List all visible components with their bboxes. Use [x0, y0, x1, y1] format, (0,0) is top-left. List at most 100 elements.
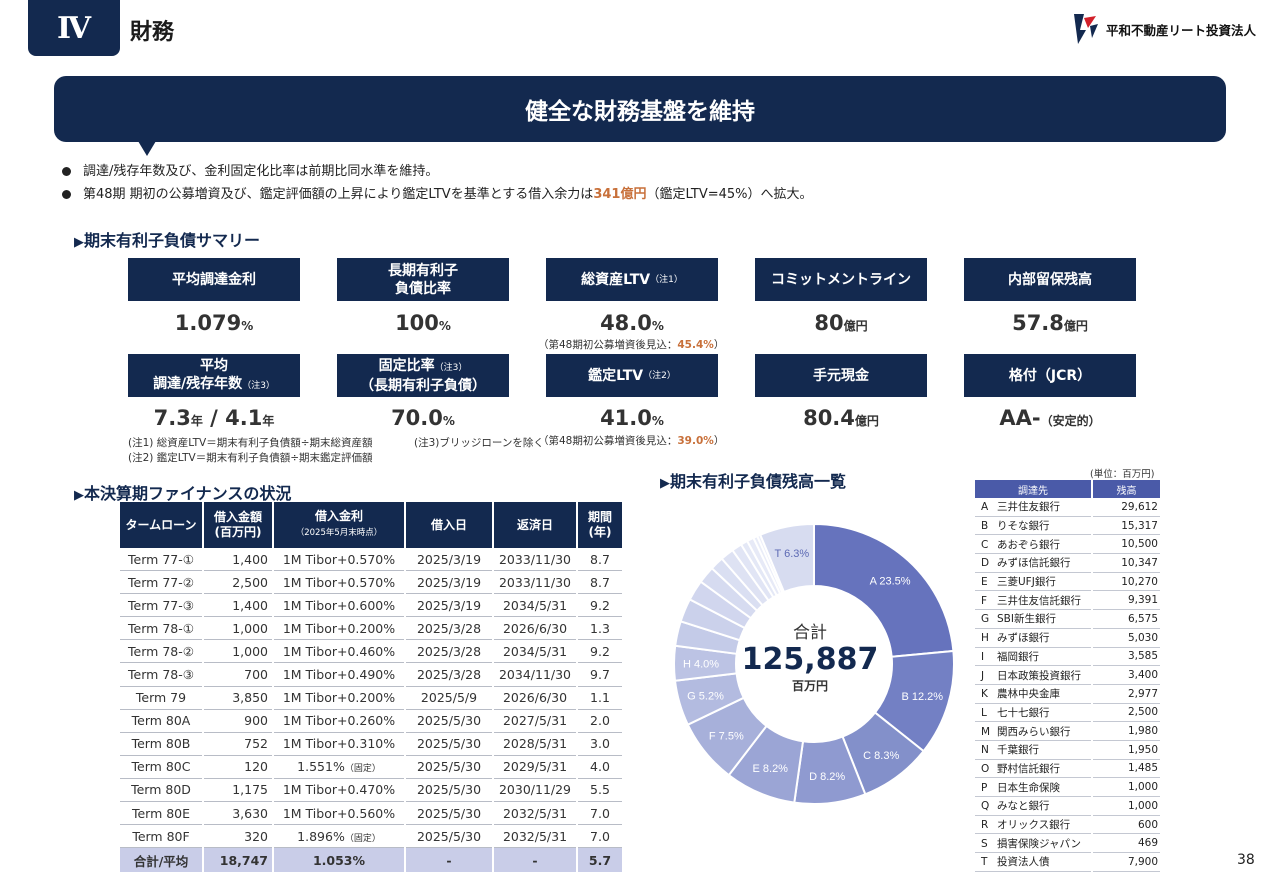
cell-term: 9.2	[578, 594, 622, 618]
cell-amount: 752	[204, 733, 272, 756]
kpi-number: 57.8	[1012, 311, 1064, 335]
lender-name: 農林中央金庫	[997, 688, 1060, 701]
cell-lender: L 七十七銀行	[975, 704, 1091, 723]
donut-center-label: 合計 125,887 百万円	[690, 618, 930, 694]
cell-lender: P 日本生命保険	[975, 778, 1091, 797]
lender-letter: D	[981, 557, 990, 570]
donut-label-c: C 8.3%	[863, 750, 899, 762]
cell-balance: 1,980	[1093, 722, 1160, 741]
footnotes: (注1) 総資産LTV＝期末有利子負債額÷期末総資産額 (注2) 鑑定LTV＝期…	[128, 436, 373, 466]
cell-balance: 9,391	[1093, 591, 1160, 611]
donut-label-b: B 12.2%	[902, 691, 944, 703]
cell-rate: 1M Tibor+0.570%	[274, 571, 404, 595]
bullet-item: 第48期 期初の公募増資及び、鑑定評価額の上昇により鑑定LTVを基準とする借入余…	[62, 183, 813, 206]
cell-end-date: 2033/11/30	[494, 548, 576, 572]
lender-letter: S	[981, 837, 988, 850]
cell-term: 8.7	[578, 571, 622, 595]
lender-letter: J	[981, 669, 985, 682]
cell-amount: 2,500	[204, 571, 272, 595]
cell-start-date: 2025/3/28	[406, 640, 492, 664]
lender-name: 千葉銀行	[997, 744, 1039, 757]
rate-value: 1.896%	[297, 828, 345, 844]
footnote-3: (注3)ブリッジローンを除く	[414, 437, 544, 449]
kpi-unit: %	[438, 319, 451, 333]
total-cell-term: 5.7	[578, 848, 622, 873]
rate-value: 1M Tibor+0.470%	[282, 782, 396, 798]
lender-name: 三井住友銀行	[997, 501, 1060, 514]
bullet-text: 第48期 期初の公募増資及び、鑑定評価額の上昇により鑑定LTVを基準とする借入余…	[83, 183, 813, 206]
cell-term-loan: Term 80F	[120, 825, 202, 849]
cell-lender: O 野村信託銀行	[975, 760, 1091, 779]
borrowing-capacity-value: 341億円	[593, 187, 647, 202]
total-cell-amount: 18,747	[204, 848, 272, 873]
cell-rate: 1M Tibor+0.200%	[274, 687, 404, 710]
col-header-balance: 残高	[1093, 480, 1160, 498]
col-header-rate: 借入金利 （2025年5月末時点）	[274, 502, 404, 548]
rate-note: （固定）	[344, 833, 381, 844]
cell-lender: S 損害保険ジャパン	[975, 834, 1091, 854]
rate-value: 1M Tibor+0.600%	[282, 597, 396, 613]
finance-heading: ▶本決算期ファイナンスの状況	[74, 480, 291, 504]
cell-lender: B りそな銀行	[975, 517, 1091, 536]
cell-balance: 1,000	[1093, 778, 1160, 797]
rate-value: 1M Tibor+0.460%	[282, 643, 396, 659]
lender-letter: B	[981, 520, 989, 533]
kpi-label-avg-years: 平均 調達/残存年数（注3）	[128, 354, 300, 397]
lender-name: 野村信託銀行	[997, 762, 1060, 775]
lender-row: O 野村信託銀行 1,485	[975, 760, 1160, 779]
kpi-value-commitment-line: 80億円	[755, 311, 927, 335]
kpi-note-value: 45.4%	[677, 339, 714, 351]
col-header-amount: 借入金額 (百万円)	[204, 502, 272, 548]
kpi-label-text: 固定比率	[378, 357, 435, 374]
kpi-note-ref: （注3）	[434, 362, 468, 373]
kpi-number: 1.079	[174, 311, 242, 335]
cell-term: 8.7	[578, 548, 622, 572]
kpi-label-retained-earnings: 内部留保残高	[964, 258, 1136, 301]
table-row: Term 78-③ 700 1M Tibor+0.490% 2025/3/28 2034…	[120, 663, 622, 687]
bullet-dot-icon	[62, 190, 71, 199]
cell-term: 5.5	[578, 779, 622, 803]
lender-letter: K	[981, 688, 988, 701]
section-number: Ⅳ	[56, 10, 92, 46]
kpi-label-text: 長期有利子	[388, 262, 458, 279]
lender-name: 日本生命保険	[997, 781, 1060, 794]
cell-term-loan: Term 79	[120, 687, 202, 710]
headline-banner: 健全な財務基盤を維持	[54, 76, 1226, 142]
kpi-note-ref: （注3）	[242, 380, 275, 391]
lender-row: K 農林中央金庫 2,977	[975, 685, 1160, 704]
lender-name: 損害保険ジャパン	[997, 837, 1081, 850]
kpi-unit: 億円	[854, 414, 879, 428]
kpi-number: 48.0	[600, 311, 652, 335]
cell-rate: 1M Tibor+0.490%	[274, 663, 404, 687]
lender-table-body: A 三井住友銀行 29,612 B りそな銀行 15,317 C あおぞら銀行 10,500 D み…	[975, 498, 1160, 872]
lender-letter: N	[981, 744, 989, 757]
cell-amount: 120	[204, 756, 272, 779]
cell-term: 1.1	[578, 687, 622, 710]
kpi-value-appraisal-ltv: 41.0%	[546, 406, 718, 430]
cell-term: 3.0	[578, 733, 622, 756]
kpi-unit: %	[651, 414, 664, 428]
cell-start-date: 2025/5/30	[406, 779, 492, 803]
lender-row: S 損害保険ジャパン 469	[975, 834, 1160, 854]
kpi-label-text: 鑑定LTV	[588, 367, 644, 384]
kpi-label-avg-rate: 平均調達金利	[128, 258, 300, 301]
cell-lender: G SBI新生銀行	[975, 610, 1091, 629]
debt-heading: ▶期末有利子負債残高一覧	[660, 468, 846, 492]
kpi-value-avg-rate: 1.079%	[128, 311, 300, 335]
bullet-text-part: 第48期 期初の公募増資及び、鑑定評価額の上昇により鑑定LTVを基準とする借入余…	[83, 187, 594, 202]
kpi-note-value: 39.0%	[677, 435, 714, 447]
kpi-label-long-term-ratio: 長期有利子 負債比率	[337, 258, 509, 301]
lender-letter: E	[981, 576, 988, 589]
cell-rate: 1.896%（固定）	[274, 825, 404, 849]
cell-start-date: 2025/3/19	[406, 548, 492, 572]
kpi-label-text: 調達/残存年数	[153, 375, 243, 392]
donut-slice-t	[758, 522, 815, 594]
cell-amount: 1,000	[204, 617, 272, 641]
col-header-text: 借入金額	[213, 510, 262, 524]
debt-donut-chart: A 23.5% B 12.2% C 8.3% D 8.2% E 8.2% F 7.5% G …	[668, 518, 960, 810]
summary-heading: ▶期末有利子負債サマリー	[74, 227, 260, 251]
donut-center-total: 125,887	[741, 642, 879, 677]
kpi-note-text: ）	[713, 339, 725, 351]
table-row: Term 80A 900 1M Tibor+0.260% 2025/5/30 2027/…	[120, 710, 622, 733]
loan-table-body: Term 77-① 1,400 1M Tibor+0.570% 2025/3/19 20…	[120, 548, 622, 873]
